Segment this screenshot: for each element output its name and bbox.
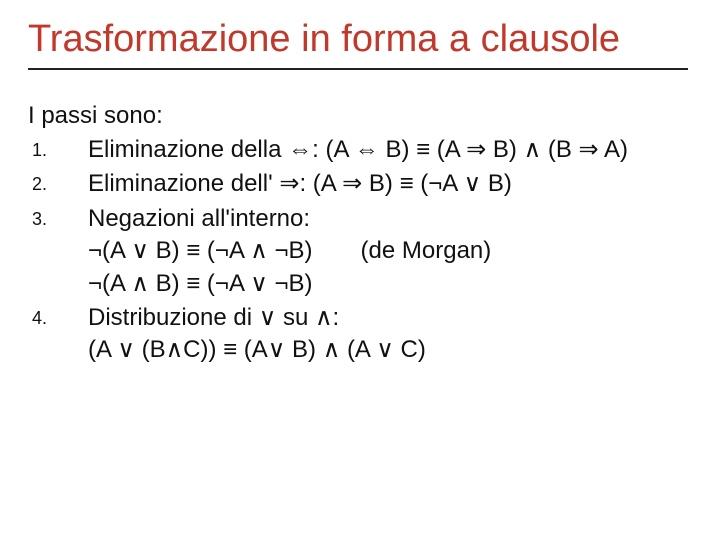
item-number: 1.	[28, 134, 88, 166]
list-item: 1. Eliminazione della ⇔: (A ⇔ B) ≡ (A ⇒ …	[28, 134, 692, 166]
item-number: 2.	[28, 168, 88, 200]
slide-body: I passi sono: 1. Eliminazione della ⇔: (…	[28, 100, 692, 367]
item-text: Eliminazione dell' ⇒: (A ⇒ B) ≡ (¬A ∨ B)	[88, 168, 692, 200]
slide: Trasformazione in forma a clausole I pas…	[0, 0, 720, 540]
item-number: 3.	[28, 203, 88, 235]
item-number: 4.	[28, 302, 88, 334]
item-text: Eliminazione della ⇔: (A ⇔ B) ≡ (A ⇒ B) …	[88, 134, 692, 166]
item-list: 1. Eliminazione della ⇔: (A ⇔ B) ≡ (A ⇒ …	[28, 134, 692, 367]
slide-title: Trasformazione in forma a clausole	[28, 18, 688, 70]
intro-text: I passi sono:	[28, 100, 692, 132]
list-item: 2. Eliminazione dell' ⇒: (A ⇒ B) ≡ (¬A ∨…	[28, 168, 692, 200]
item-text: Negazioni all'interno:¬(A ∨ B) ≡ (¬A ∧ ¬…	[88, 203, 692, 300]
list-item: 3. Negazioni all'interno:¬(A ∨ B) ≡ (¬A …	[28, 203, 692, 300]
item-text: Distribuzione di ∨ su ∧:(A ∨ (B∧C)) ≡ (A…	[88, 302, 692, 367]
list-item: 4. Distribuzione di ∨ su ∧:(A ∨ (B∧C)) ≡…	[28, 302, 692, 367]
